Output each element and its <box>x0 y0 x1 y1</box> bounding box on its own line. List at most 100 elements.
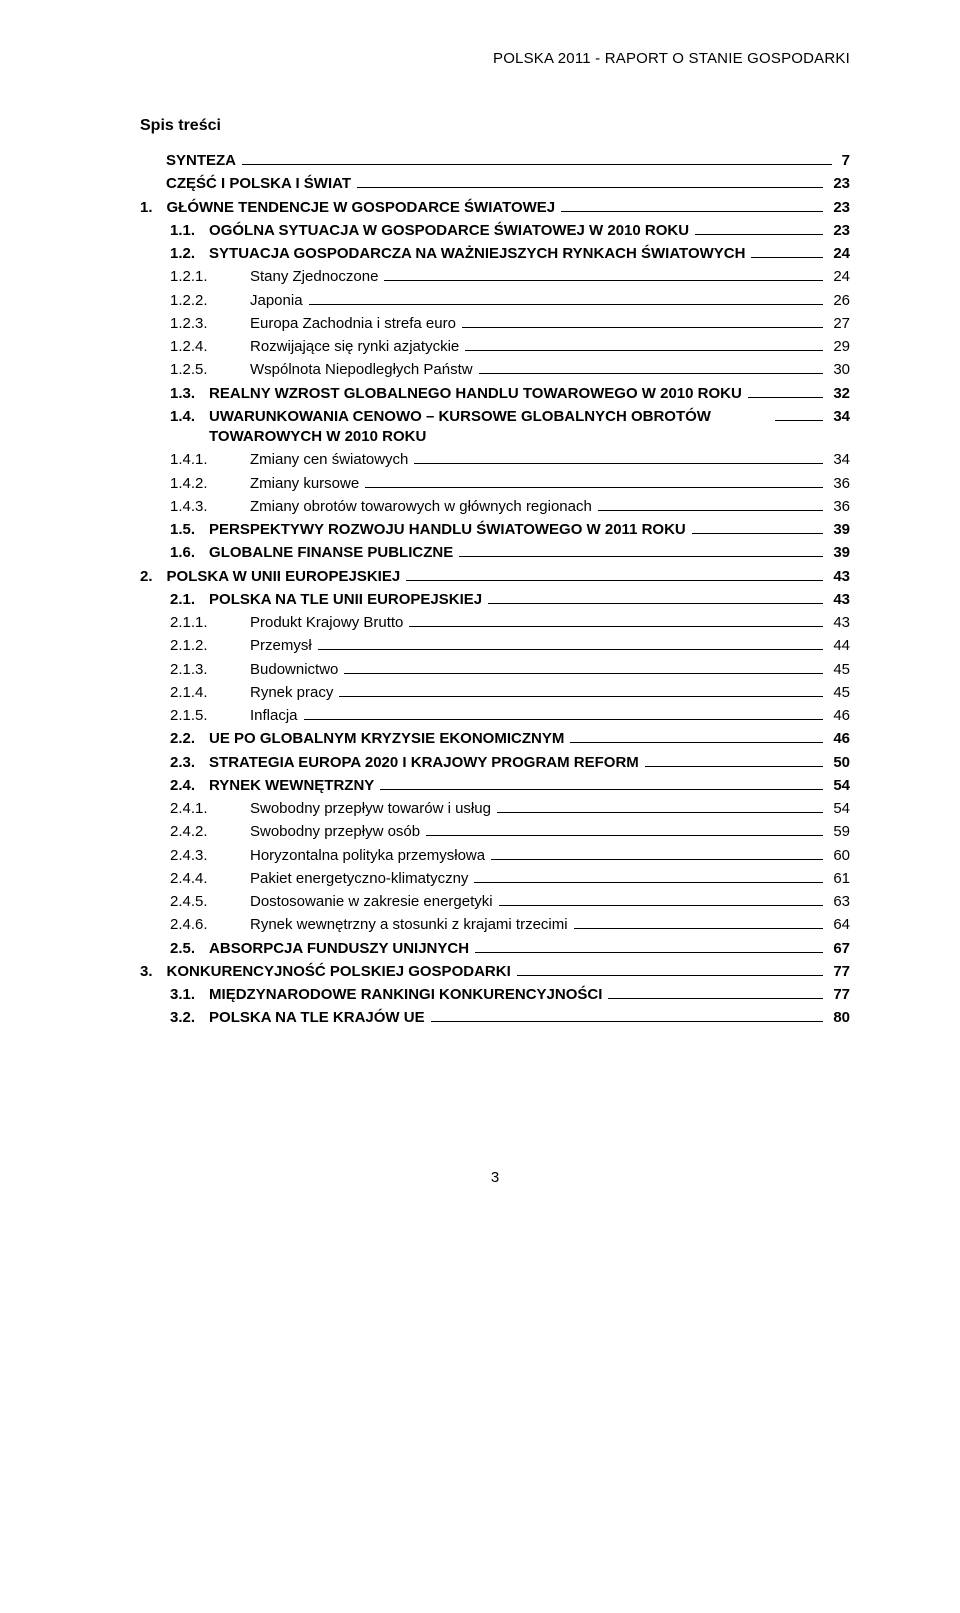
toc-leader-line <box>751 257 823 258</box>
toc-leader-line <box>748 397 823 398</box>
toc-row: 2.4.4.Pakiet energetyczno-klimatyczny61 <box>140 869 850 889</box>
toc-entry-page: 7 <box>838 151 850 171</box>
toc-entry-number: 2.4. <box>170 776 209 796</box>
toc-leader-line <box>459 556 823 557</box>
toc-entry-label: Pakiet energetyczno-klimatyczny <box>250 869 468 889</box>
toc-entry-label: Horyzontalna polityka przemysłowa <box>250 846 485 866</box>
toc-entry-page: 59 <box>829 822 850 842</box>
toc-entry-number: 2.4.6. <box>170 915 250 935</box>
toc-entry-label: Zmiany kursowe <box>250 474 359 494</box>
toc-leader-line <box>426 835 823 836</box>
toc-entry-label: Europa Zachodnia i strefa euro <box>250 314 456 334</box>
toc-entry-label: Wspólnota Niepodległych Państw <box>250 360 473 380</box>
toc-leader-line <box>570 742 823 743</box>
toc-leader-line <box>344 673 823 674</box>
toc-entry-label: KONKURENCYJNOŚĆ POLSKIEJ GOSPODARKI <box>167 962 511 982</box>
toc-row: 1.2.3.Europa Zachodnia i strefa euro27 <box>140 314 850 334</box>
toc-entry-number: 1.4. <box>170 407 209 427</box>
toc-entry-number: 2.1.4. <box>170 683 250 703</box>
toc-row: 2.1.3.Budownictwo45 <box>140 660 850 680</box>
toc-leader-line <box>488 603 823 604</box>
toc-entry-page: 67 <box>829 939 850 959</box>
toc-leader-line <box>406 580 823 581</box>
toc-entry-label: UWARUNKOWANIA CENOWO – KURSOWE GLOBALNYC… <box>209 407 769 448</box>
toc-entry-label: Produkt Krajowy Brutto <box>250 613 403 633</box>
toc-entry-number: 1.4.2. <box>170 474 250 494</box>
toc-entry-label: Rozwijające się rynki azjatyckie <box>250 337 459 357</box>
toc-row: 2.2.UE PO GLOBALNYM KRYZYSIE EKONOMICZNY… <box>140 729 850 749</box>
toc-row: 2.1.POLSKA NA TLE UNII EUROPEJSKIEJ43 <box>140 590 850 610</box>
toc-row: 2.4.2.Swobodny przepływ osób 59 <box>140 822 850 842</box>
toc-row: 1.2.1.Stany Zjednoczone24 <box>140 267 850 287</box>
toc-row: 2.1.4.Rynek pracy 45 <box>140 683 850 703</box>
toc-entry-label: Dostosowanie w zakresie energetyki <box>250 892 493 912</box>
toc-entry-number: 2.3. <box>170 753 209 773</box>
toc-entry-label: SYTUACJA GOSPODARCZA NA WAŻNIEJSZYCH RYN… <box>209 244 745 264</box>
toc-leader-line <box>318 649 824 650</box>
toc-row: 2.1.2.Przemysł 44 <box>140 636 850 656</box>
toc-entry-label: Przemysł <box>250 636 312 656</box>
toc-entry-number: 1.6. <box>170 543 209 563</box>
toc-row: 1.2.5.Wspólnota Niepodległych Państw30 <box>140 360 850 380</box>
toc-entry-page: 80 <box>829 1008 850 1028</box>
toc-row: 1.2.4.Rozwijające się rynki azjatyckie29 <box>140 337 850 357</box>
toc-row: 1.3.REALNY WZROST GLOBALNEGO HANDLU TOWA… <box>140 384 850 404</box>
toc-entry-page: 45 <box>829 660 850 680</box>
toc-entry-page: 34 <box>829 407 850 427</box>
toc-entry-number: 3.1. <box>170 985 209 1005</box>
toc-leader-line <box>608 998 823 999</box>
toc-entry-label: OGÓLNA SYTUACJA W GOSPODARCE ŚWIATOWEJ W… <box>209 221 689 241</box>
toc-entry-page: 45 <box>829 683 850 703</box>
toc-entry-page: 54 <box>829 776 850 796</box>
toc-entry-label: PERSPEKTYWY ROZWOJU HANDLU ŚWIATOWEGO W … <box>209 520 686 540</box>
toc-leader-line <box>479 373 824 374</box>
toc-row: 1.GŁÓWNE TENDENCJE W GOSPODARCE ŚWIATOWE… <box>140 198 850 218</box>
toc-entry-number: 1.2.2. <box>170 291 250 311</box>
toc-leader-line <box>304 719 824 720</box>
toc-leader-line <box>775 420 823 421</box>
toc-row: 1.6.GLOBALNE FINANSE PUBLICZNE39 <box>140 543 850 563</box>
toc-entry-label: Rynek pracy <box>250 683 333 703</box>
toc-leader-line <box>339 696 823 697</box>
toc-entry-page: 77 <box>829 985 850 1005</box>
toc-row: 2.4.3.Horyzontalna polityka przemysłowa6… <box>140 846 850 866</box>
toc-entry-label: Rynek wewnętrzny a stosunki z krajami tr… <box>250 915 568 935</box>
document-page: POLSKA 2011 - RAPORT O STANIE GOSPODARKI… <box>0 0 960 1246</box>
toc-entry-number: 1.4.1. <box>170 450 250 470</box>
toc-row: 2.5.ABSORPCJA FUNDUSZY UNIJNYCH67 <box>140 939 850 959</box>
toc-entry-page: 43 <box>829 590 850 610</box>
toc-row: 1.5.PERSPEKTYWY ROZWOJU HANDLU ŚWIATOWEG… <box>140 520 850 540</box>
toc-entry-number: 3.2. <box>170 1008 209 1028</box>
toc-entry-page: 44 <box>829 636 850 656</box>
toc-entry-label: POLSKA NA TLE UNII EUROPEJSKIEJ <box>209 590 482 610</box>
toc-entry-page: 27 <box>829 314 850 334</box>
toc-entry-page: 23 <box>829 198 850 218</box>
toc-entry-number: 2.1.3. <box>170 660 250 680</box>
toc-title: Spis treści <box>140 117 850 135</box>
toc-leader-line <box>475 952 823 953</box>
toc-entry-page: 24 <box>829 244 850 264</box>
toc-entry-label: Japonia <box>250 291 303 311</box>
toc-leader-line <box>491 859 823 860</box>
toc-entry-page: 61 <box>829 869 850 889</box>
toc-entry-number: 2.1.1. <box>170 613 250 633</box>
toc-entry-page: 46 <box>829 706 850 726</box>
toc-entry-number: 1. <box>140 198 167 218</box>
toc-entry-number: 2.4.2. <box>170 822 250 842</box>
toc-entry-label: Swobodny przepływ osób <box>250 822 420 842</box>
toc-entry-page: 39 <box>829 520 850 540</box>
toc-entry-page: 39 <box>829 543 850 563</box>
toc-leader-line <box>242 164 832 165</box>
toc-leader-line <box>561 211 823 212</box>
toc-entry-label: REALNY WZROST GLOBALNEGO HANDLU TOWAROWE… <box>209 384 742 404</box>
toc-entry-label: Stany Zjednoczone <box>250 267 378 287</box>
toc-entry-page: 54 <box>829 799 850 819</box>
toc-row: 3.2.POLSKA NA TLE KRAJÓW UE80 <box>140 1008 850 1028</box>
toc-entry-label: ABSORPCJA FUNDUSZY UNIJNYCH <box>209 939 469 959</box>
toc-entry-number: 2.1.2. <box>170 636 250 656</box>
running-header: POLSKA 2011 - RAPORT O STANIE GOSPODARKI <box>140 50 850 67</box>
table-of-contents: SYNTEZA7CZĘŚĆ I POLSKA I ŚWIAT231.GŁÓWNE… <box>140 151 850 1029</box>
toc-leader-line <box>357 187 823 188</box>
toc-row: 2.4.6.Rynek wewnętrzny a stosunki z kraj… <box>140 915 850 935</box>
toc-entry-page: 50 <box>829 753 850 773</box>
